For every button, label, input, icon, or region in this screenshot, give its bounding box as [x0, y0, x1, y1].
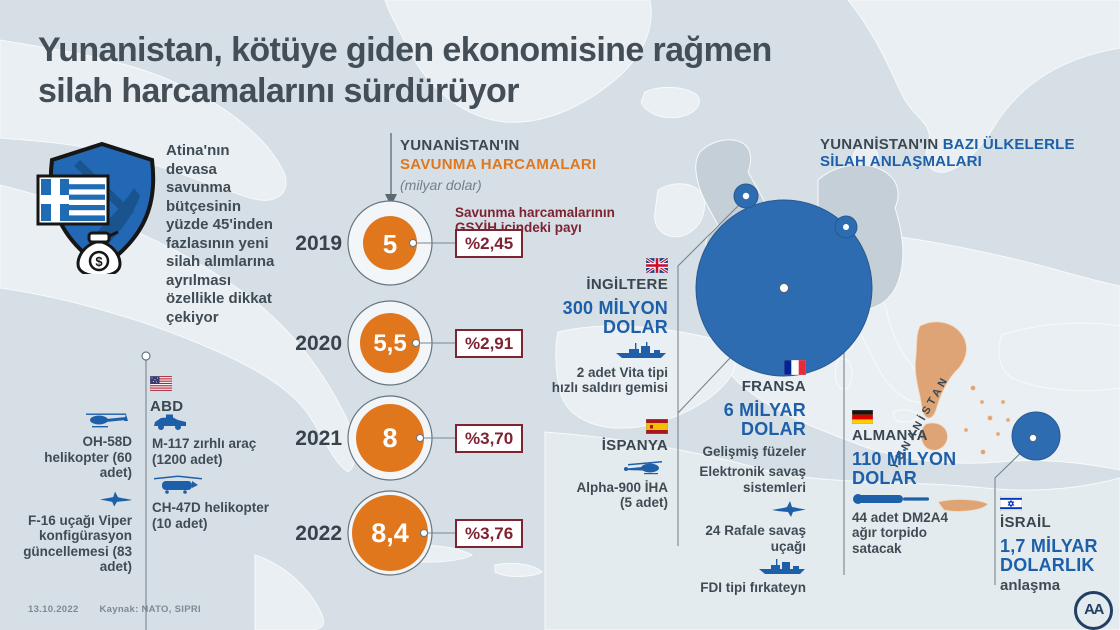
- germany-name: ALMANYA: [852, 427, 928, 444]
- country-greece: [914, 321, 1011, 512]
- land-sicily: [892, 409, 921, 423]
- country-block-uk: İNGİLTERE 300 MİLYON DOLAR 2 adet Vita t…: [540, 258, 668, 396]
- germany-pin-dot: [843, 224, 849, 230]
- france-item-frigate: FDI tipi fırkateyn: [700, 580, 806, 595]
- source-credit: Kaynak: NATO, SIPRI: [99, 604, 201, 615]
- title-line2: silah harcamalarını sürdürüyor: [38, 72, 519, 110]
- greek-flag: [36, 174, 110, 226]
- bubble-value-2021: 8: [382, 423, 398, 453]
- greek-shield-icon: $: [36, 141, 156, 274]
- land-ireland: [654, 183, 705, 238]
- title-line1: Yunanistan, kötüye giden ekonomisine rağ…: [38, 31, 772, 69]
- israel-flag-icon: [1000, 496, 1022, 511]
- armored-vehicle-icon: [154, 414, 186, 430]
- uk-flag-icon: [646, 258, 668, 273]
- usa-name: ABD: [150, 398, 184, 415]
- spending-unit-note: (milyar dolar): [400, 177, 482, 193]
- country-block-spain: İSPANYA Alpha-900 İHA (5 adet): [540, 419, 668, 511]
- france-amount: 6 MİLYAR DOLAR: [723, 399, 806, 439]
- year-label-2022: 2022: [295, 522, 342, 545]
- usa-oh58-desc: OH-58D helikopter (60 adet): [44, 434, 132, 480]
- ch47-chinook-icon: [154, 475, 202, 494]
- uav-helicopter-icon: [624, 460, 662, 474]
- warship-icon: [616, 341, 666, 358]
- deals-header-dark: YUNANİSTAN'IN: [820, 136, 939, 153]
- oh58-helicopter-icon: [86, 413, 128, 428]
- share-box-2021: %3,70: [455, 424, 524, 453]
- germany-amount: 110 MİLYON DOLAR: [852, 448, 957, 488]
- frigate-icon: [759, 559, 805, 574]
- germany-flag-icon: [852, 410, 873, 424]
- usa-m117-desc: M-117 zırhlı araç (1200 adet): [152, 436, 257, 467]
- france-marker-dot: [779, 283, 789, 293]
- bubble-value-2019: 5: [382, 229, 398, 259]
- dollar-symbol: $: [95, 254, 103, 269]
- money-bag-icon: $: [76, 230, 122, 274]
- spending-header-dark: YUNANİSTAN'IN: [400, 137, 520, 154]
- bubble-value-2022: 8,4: [371, 518, 409, 548]
- share-box-2020: %2,91: [455, 329, 524, 358]
- france-item-rafale: 24 Rafale savaş uçağı: [705, 523, 806, 554]
- land-greenland: [384, 0, 652, 123]
- usa-f16-desc: F-16 uçağı Viper konfigürasyon güncellem…: [23, 512, 132, 575]
- usa-left-column: OH-58D helikopter (60 adet) F-16 uçağı V…: [20, 411, 132, 575]
- year-label-2020: 2020: [295, 332, 342, 355]
- land-north-africa: [544, 431, 1120, 630]
- usa-right-column: M-117 zırhlı araç (1200 adet) CH-47D hel…: [152, 414, 272, 531]
- spain-desc: Alpha-900 İHA (5 adet): [576, 479, 668, 511]
- intro-text: Atina'nın devasa savunma bütçesinin yüzd…: [166, 142, 275, 326]
- usa-divider-dot: [141, 351, 151, 361]
- uk-connector: [677, 199, 745, 546]
- france-item-ew: Elektronik savaş sistemleri: [699, 464, 806, 495]
- spending-arrow: [385, 133, 397, 206]
- land-iberia: [555, 325, 736, 429]
- land-hispaniola: [494, 562, 543, 577]
- uk-desc: 2 adet Vita tipi hızlı saldırı gemisi: [551, 364, 668, 396]
- deals-header: YUNANİSTAN'IN BAZI ÜLKELERLE SİLAH ANLAŞ…: [820, 136, 1075, 170]
- usa-ch47-desc: CH-47D helikopter (10 adet): [152, 500, 270, 531]
- aa-agency-logo: AA: [1074, 591, 1113, 630]
- f16-jet-icon: [100, 490, 132, 507]
- map-markers: [695, 183, 1061, 461]
- bubble-value-2020: 5,5: [373, 330, 407, 357]
- israel-name: İSRAİL: [1000, 514, 1051, 531]
- country-block-israel: İSRAİL 1,7 MİLYAR DOLARLIK anlaşma: [1000, 496, 1112, 593]
- israel-amount: 1,7 MİLYAR DOLARLIK: [1000, 535, 1098, 575]
- uk-name: İNGİLTERE: [586, 276, 668, 293]
- torpedo-icon: [853, 493, 929, 504]
- land-iceland: [640, 87, 700, 119]
- uk-amount: 300 MİLYON DOLAR: [562, 297, 668, 337]
- spain-flag-icon: [646, 419, 668, 434]
- year-label-2019: 2019: [295, 232, 342, 255]
- france-flag-icon: [784, 360, 806, 375]
- country-block-france: FRANSA 6 MİLYAR DOLAR Gelişmiş füzeler E…: [680, 360, 806, 596]
- spending-header: YUNANİSTAN'IN SAVUNMA HARCAMALARI (milya…: [400, 137, 597, 194]
- share-box-2019: %2,45: [455, 229, 524, 258]
- spain-name: İSPANYA: [601, 437, 668, 454]
- usa-flag-icon: [150, 376, 172, 391]
- year-label-2021: 2021: [295, 427, 342, 450]
- france-name: FRANSA: [741, 378, 806, 395]
- spending-header-orange: SAVUNMA HARCAMALARI: [400, 156, 597, 173]
- deals-header-blue2: SİLAH ANLAŞMALARI: [820, 153, 982, 170]
- page-title: Yunanistan, kötüye giden ekonomisine rağ…: [38, 30, 772, 112]
- israel-marker-dot: [1029, 434, 1037, 442]
- germany-desc: 44 adet DM2A4 ağır torpido satacak: [852, 509, 949, 556]
- spending-bubbles: [347, 200, 455, 576]
- land-scandinavia: [847, 0, 1120, 173]
- israel-desc: anlaşma: [1000, 576, 1061, 594]
- footer-meta: 13.10.2022 Kaynak: NATO, SIPRI: [28, 604, 219, 615]
- country-block-germany: ALMANYA 110 MİLYON DOLAR 44 adet DM2A4 a…: [852, 410, 964, 556]
- uk-pin-dot: [742, 192, 750, 200]
- spain-connector: [677, 357, 731, 414]
- publish-date: 13.10.2022: [28, 604, 79, 615]
- rafale-jet-icon: [772, 501, 806, 517]
- france-item-missiles: Gelişmiş füzeler: [702, 443, 806, 459]
- land-turkey: [998, 322, 1120, 392]
- deals-header-blue1: BAZI ÜLKELERLE: [942, 136, 1075, 153]
- share-box-2022: %3,76: [455, 519, 524, 548]
